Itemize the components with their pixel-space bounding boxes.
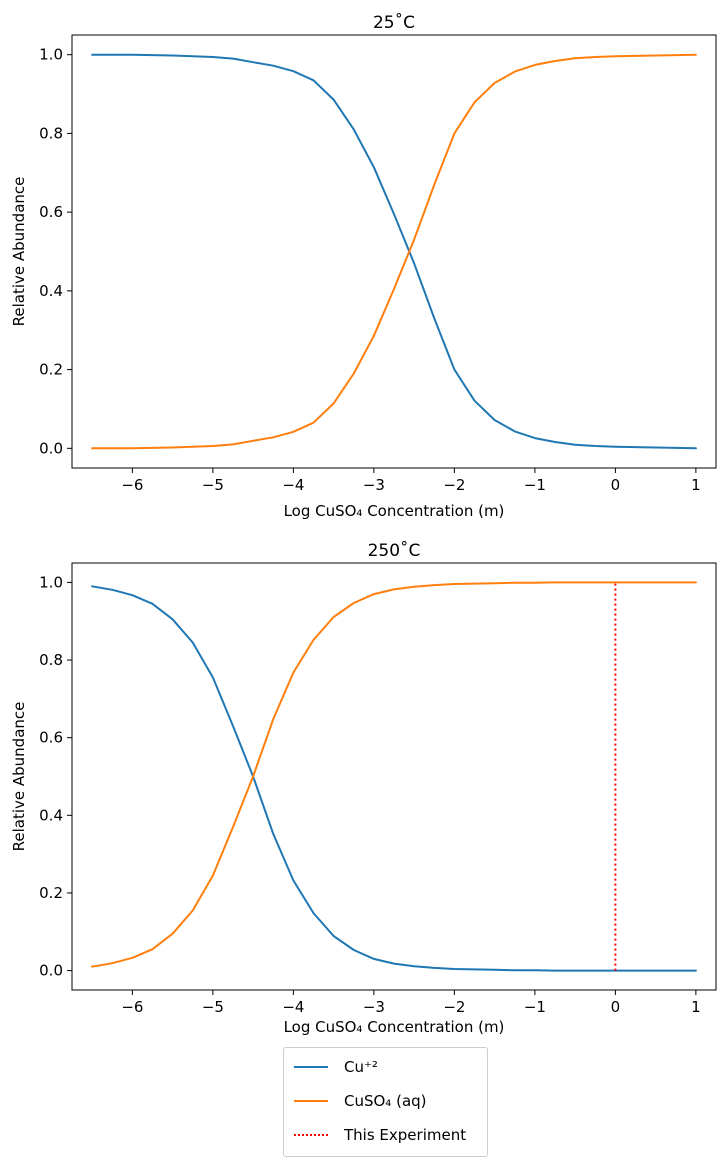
x-tick-label-25c-2: −4 xyxy=(282,476,304,494)
y-axis-label-25c: Relative Abundance xyxy=(10,177,28,327)
x-axis-label-250c: Log CuSO₄ Concentration (m) xyxy=(284,1018,505,1036)
x-tick-label-250c-2: −4 xyxy=(282,998,304,1016)
legend-swatch-cu2 xyxy=(294,1066,328,1068)
legend-swatch-cuso4 xyxy=(294,1100,328,1102)
chart-title-25c: 25˚C xyxy=(373,12,415,33)
legend-label-cu2: Cu⁺² xyxy=(344,1058,378,1076)
y-tick-label-250c-5: 1.0 xyxy=(39,573,63,591)
chart-250c: −6 −5 −4 −3 −2 −1 0 1 0.0 0.2 0.4 0.6 0.8 1.0 250˚C Log… xyxy=(10,540,717,1036)
x-tick-label-250c-1: −5 xyxy=(202,998,224,1016)
legend-item-cuso4: CuSO₄ (aq) xyxy=(294,1089,427,1113)
y-tick-label-250c-0: 0.0 xyxy=(39,962,63,980)
x-tick-label-250c-3: −3 xyxy=(363,998,385,1016)
x-tick-label-250c-0: −6 xyxy=(121,998,143,1016)
y-tick-label-25c-5: 1.0 xyxy=(39,46,63,64)
x-tick-label-25c-5: −1 xyxy=(524,476,546,494)
legend: Cu⁺² CuSO₄ (aq) This Experiment xyxy=(283,1047,488,1157)
y-tick-label-250c-1: 0.2 xyxy=(39,884,63,902)
series-line-cu2-25c xyxy=(91,53,697,450)
axes-frame-250c xyxy=(71,562,717,991)
legend-swatch-experiment xyxy=(294,1134,328,1136)
x-tick-label-25c-0: −6 xyxy=(121,476,143,494)
y-tick-label-25c-3: 0.6 xyxy=(39,203,63,221)
y-tick-label-25c-1: 0.2 xyxy=(39,361,63,379)
legend-item-cu2: Cu⁺² xyxy=(294,1055,378,1079)
x-tick-label-25c-3: −3 xyxy=(363,476,385,494)
x-tick-label-25c-4: −2 xyxy=(443,476,465,494)
x-tick-label-25c-1: −5 xyxy=(202,476,224,494)
y-tick-label-25c-4: 0.8 xyxy=(39,124,63,142)
y-tick-label-250c-2: 0.4 xyxy=(39,806,63,824)
axes-frame-25c xyxy=(71,34,717,469)
y-tick-label-250c-3: 0.6 xyxy=(39,729,63,747)
chart-title-250c: 250˚C xyxy=(368,540,421,561)
x-tick-label-250c-6: 0 xyxy=(611,998,621,1016)
y-tick-label-25c-2: 0.4 xyxy=(39,282,63,300)
x-axis-label-25c: Log CuSO₄ Concentration (m) xyxy=(284,502,505,520)
x-tick-label-250c-4: −2 xyxy=(443,998,465,1016)
x-tick-label-25c-7: 1 xyxy=(691,476,701,494)
x-tick-label-250c-7: 1 xyxy=(691,998,701,1016)
x-tick-label-250c-5: −1 xyxy=(524,998,546,1016)
legend-label-experiment: This Experiment xyxy=(344,1126,467,1144)
legend-label-cuso4: CuSO₄ (aq) xyxy=(344,1092,427,1110)
series-line-cuso4-250c xyxy=(91,581,697,968)
series-line-cuso4-25c xyxy=(91,53,697,450)
figure: −6 −5 −4 −3 −2 −1 0 1 0.0 0.2 0.4 0.6 0.8 1.0 25˚C Log … xyxy=(10,12,717,1036)
chart-25c: −6 −5 −4 −3 −2 −1 0 1 0.0 0.2 0.4 0.6 0.8 1.0 25˚C Log … xyxy=(10,12,717,520)
legend-item-experiment: This Experiment xyxy=(294,1123,466,1147)
x-tick-label-25c-6: 0 xyxy=(611,476,621,494)
y-tick-label-25c-0: 0.0 xyxy=(39,439,63,457)
y-tick-label-250c-4: 0.8 xyxy=(39,651,63,669)
y-axis-label-250c: Relative Abundance xyxy=(10,702,28,852)
series-line-cu2-250c xyxy=(91,585,697,972)
